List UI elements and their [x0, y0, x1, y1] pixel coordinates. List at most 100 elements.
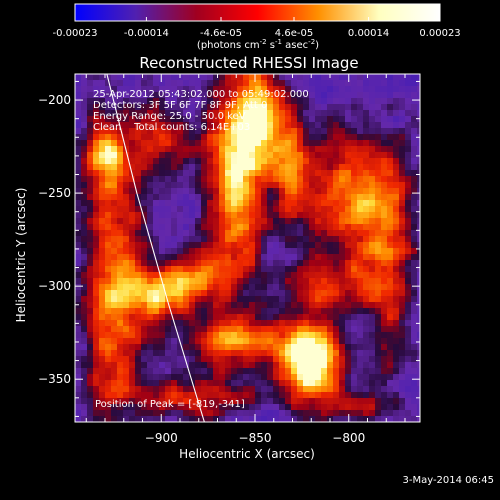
heatmap-cell	[417, 140, 420, 147]
heatmap-cell	[117, 254, 124, 261]
heatmap-cell	[345, 182, 352, 189]
heatmap-cell	[75, 266, 82, 273]
heatmap-cell	[147, 320, 154, 327]
heatmap-cell	[321, 308, 328, 315]
heatmap-cell	[243, 374, 250, 381]
heatmap-cell	[351, 362, 358, 369]
heatmap-cell	[273, 338, 280, 345]
heatmap-cell	[213, 218, 220, 225]
heatmap-cell	[315, 392, 322, 399]
heatmap-cell	[297, 188, 304, 195]
heatmap-cell	[165, 140, 172, 147]
heatmap-cell	[339, 194, 346, 201]
heatmap-cell	[123, 116, 130, 123]
heatmap-cell	[303, 266, 310, 273]
heatmap-cell	[219, 356, 226, 363]
heatmap-cell	[135, 92, 142, 99]
heatmap-cell	[249, 344, 256, 351]
heatmap-cell	[285, 338, 292, 345]
heatmap-cell	[345, 368, 352, 375]
heatmap-cell	[321, 104, 328, 111]
heatmap-cell	[165, 350, 172, 357]
heatmap-cell	[399, 98, 406, 105]
heatmap-cell	[159, 134, 166, 141]
heatmap-cell	[171, 296, 178, 303]
heatmap-cell	[213, 380, 220, 387]
heatmap-cell	[117, 260, 124, 267]
heatmap-cell	[321, 176, 328, 183]
heatmap-cell	[243, 320, 250, 327]
heatmap-cell	[417, 218, 420, 225]
heatmap-cell	[117, 362, 124, 369]
heatmap-cell	[207, 224, 214, 231]
heatmap-cell	[273, 332, 280, 339]
heatmap-cell	[147, 308, 154, 315]
heatmap-cell	[315, 254, 322, 261]
heatmap-cell	[111, 230, 118, 237]
heatmap-cell	[345, 308, 352, 315]
heatmap-cell	[267, 170, 274, 177]
heatmap-cell	[189, 182, 196, 189]
heatmap-cell	[81, 242, 88, 249]
heatmap-cell	[369, 122, 376, 129]
heatmap-cell	[321, 260, 328, 267]
heatmap-cell	[393, 86, 400, 93]
heatmap-cell	[285, 380, 292, 387]
heatmap-cell	[159, 182, 166, 189]
heatmap-cell	[147, 92, 154, 99]
heatmap-cell	[219, 74, 226, 81]
heatmap-cell	[357, 320, 364, 327]
heatmap-cell	[225, 392, 232, 399]
heatmap-cell	[327, 242, 334, 249]
heatmap-cell	[159, 218, 166, 225]
heatmap-cell	[255, 218, 262, 225]
heatmap-cell	[153, 134, 160, 141]
heatmap-cell	[201, 134, 208, 141]
heatmap-cell	[315, 158, 322, 165]
heatmap-cell	[291, 278, 298, 285]
heatmap-cell	[411, 266, 418, 273]
heatmap-cell	[369, 392, 376, 399]
heatmap-cell	[249, 206, 256, 213]
heatmap-cell	[411, 122, 418, 129]
heatmap-cell	[417, 128, 420, 135]
heatmap-cell	[99, 128, 106, 135]
heatmap-cell	[309, 104, 316, 111]
heatmap-cell	[105, 242, 112, 249]
heatmap-cell	[207, 302, 214, 309]
heatmap-cell	[117, 158, 124, 165]
heatmap-cell	[387, 248, 394, 255]
heatmap-cell	[201, 308, 208, 315]
heatmap-cell	[195, 314, 202, 321]
heatmap-cell	[405, 134, 412, 141]
heatmap-cell	[177, 98, 184, 105]
heatmap-cell	[177, 368, 184, 375]
heatmap-cell	[249, 98, 256, 105]
heatmap-cell	[183, 302, 190, 309]
heatmap-cell	[303, 146, 310, 153]
heatmap-cell	[273, 170, 280, 177]
heatmap-cell	[417, 368, 420, 375]
heatmap-cell	[147, 398, 154, 405]
heatmap-cell	[309, 128, 316, 135]
heatmap-cell	[363, 176, 370, 183]
heatmap-cell	[81, 302, 88, 309]
heatmap-cell	[165, 176, 172, 183]
heatmap-cell	[129, 206, 136, 213]
heatmap-cell	[165, 302, 172, 309]
heatmap-cell	[363, 164, 370, 171]
heatmap-cell	[87, 74, 94, 81]
heatmap-cell	[411, 362, 418, 369]
heatmap-cell	[399, 344, 406, 351]
heatmap-cell	[267, 332, 274, 339]
heatmap-cell	[141, 410, 148, 417]
heatmap-cell	[153, 326, 160, 333]
heatmap-cell	[147, 386, 154, 393]
heatmap-cell	[87, 134, 94, 141]
heatmap-cell	[327, 338, 334, 345]
heatmap	[75, 74, 420, 422]
heatmap-cell	[243, 110, 250, 117]
heatmap-cell	[165, 188, 172, 195]
heatmap-cell	[303, 98, 310, 105]
heatmap-cell	[261, 218, 268, 225]
